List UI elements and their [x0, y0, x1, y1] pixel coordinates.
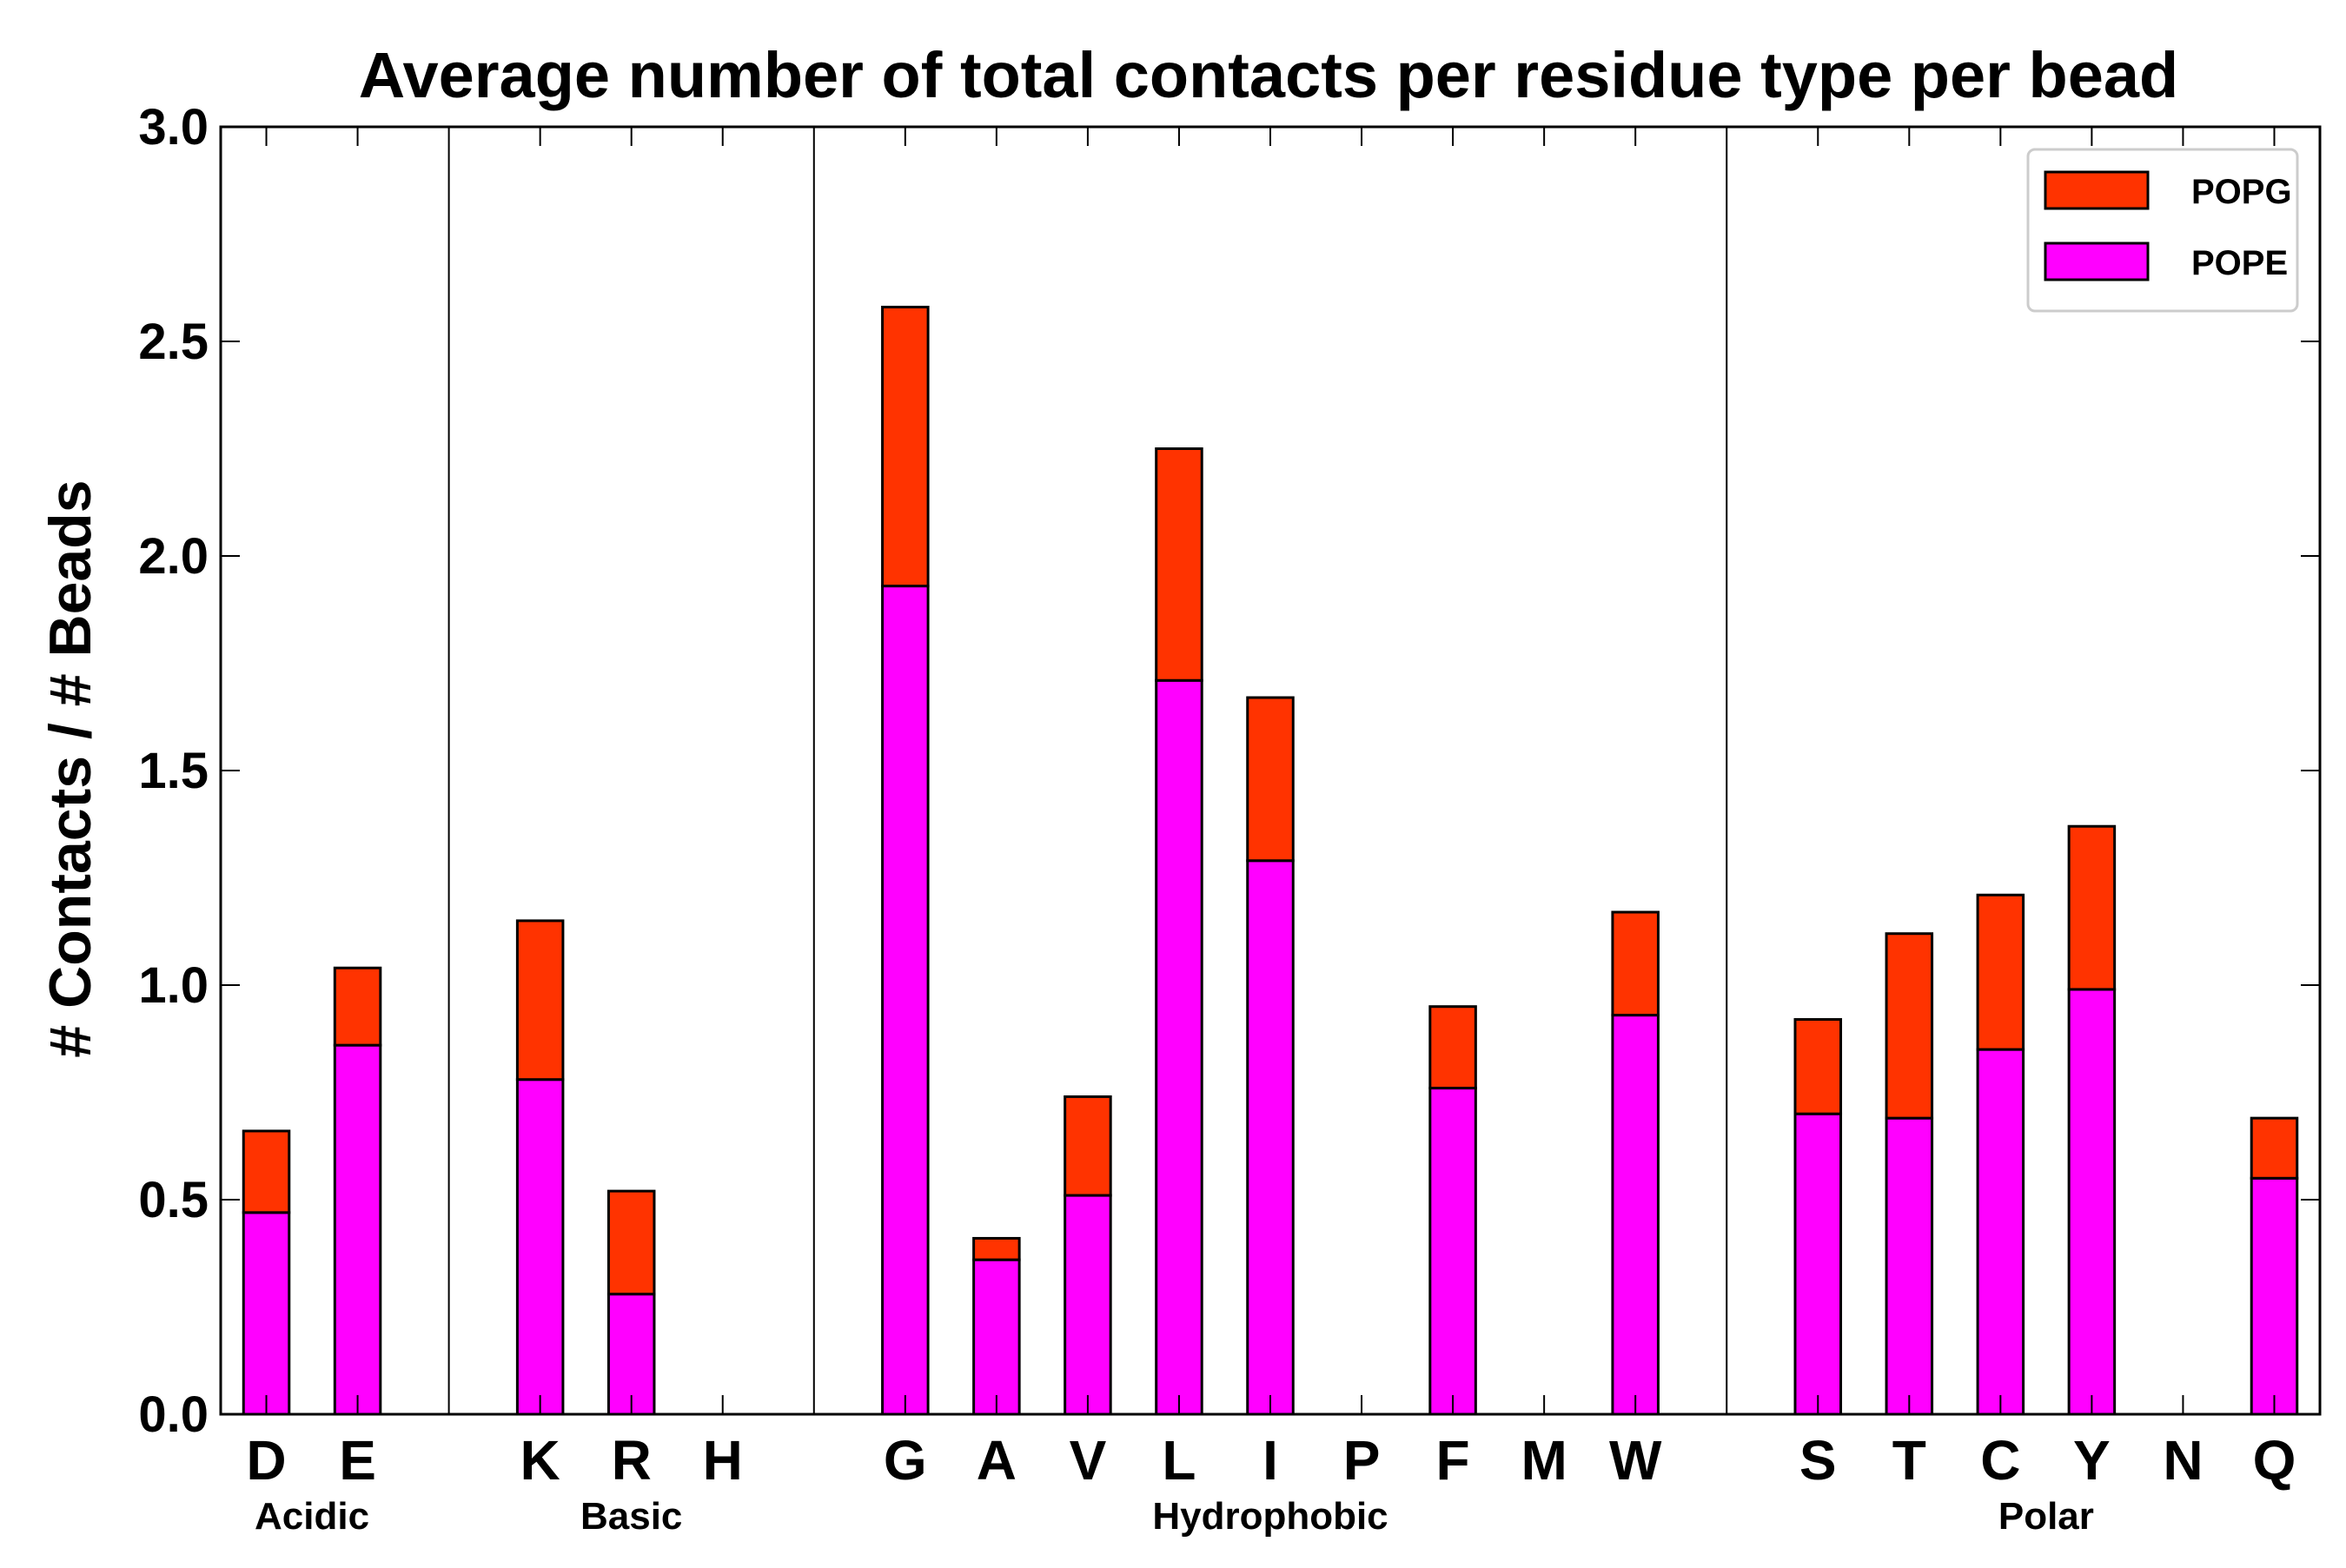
bar-pope-F — [1428, 1087, 1477, 1416]
bar-pope-Y — [2067, 988, 2117, 1416]
bar-popg-I — [1246, 696, 1295, 863]
bar-pope-D — [242, 1211, 291, 1416]
bar-pope-K — [515, 1078, 565, 1416]
y-tick-label: 0.0 — [138, 1386, 209, 1443]
y-tick-label: 3.0 — [138, 99, 209, 155]
legend-swatch-pope — [2044, 241, 2150, 281]
bar-popg-R — [606, 1189, 656, 1296]
labels-layer: D E K R H G A V L I P F M W S T C Y N Q Acidic Basic Hydrophob… — [246, 1429, 2296, 1538]
bar-popg-A — [972, 1236, 1021, 1261]
bar-popg-W — [1611, 910, 1660, 1017]
ticks-layer: 0.0 0.5 1.0 1.5 2.0 2.5 3.0 — [138, 99, 2320, 1443]
bar-pope-G — [881, 585, 930, 1416]
x-tick-label-T: T — [1892, 1429, 1926, 1492]
x-tick-label-W: W — [1609, 1429, 1662, 1492]
bar-pope-S — [1793, 1112, 1843, 1416]
chart-title: Average number of total contacts per res… — [359, 39, 2178, 111]
x-tick-label-G: G — [884, 1429, 927, 1492]
bar-popg-Q — [2250, 1116, 2299, 1180]
bar-pope-Q — [2250, 1176, 2299, 1416]
x-tick-label-E: E — [339, 1429, 376, 1492]
x-tick-label-N: N — [2163, 1429, 2203, 1492]
group-label-basic: Basic — [580, 1495, 682, 1538]
bar-pope-A — [972, 1258, 1021, 1416]
legend-swatch-popg — [2044, 170, 2150, 210]
x-tick-label-Q: Q — [2253, 1429, 2296, 1492]
y-axis-label: # Contacts / # Beads — [37, 480, 103, 1057]
bar-popg-S — [1793, 1018, 1843, 1115]
x-tick-label-I: I — [1262, 1429, 1278, 1492]
legend-label-pope: POPE — [2191, 244, 2288, 282]
x-tick-label-K: K — [520, 1429, 560, 1492]
x-tick-label-A: A — [977, 1429, 1017, 1492]
bar-popg-G — [881, 305, 930, 588]
bar-pope-W — [1611, 1014, 1660, 1416]
x-tick-label-M: M — [1521, 1429, 1567, 1492]
bar-popg-V — [1064, 1095, 1112, 1197]
bar-popg-Y — [2067, 824, 2117, 991]
x-tick-label-F: F — [1436, 1429, 1470, 1492]
bar-popg-C — [1976, 893, 2025, 1051]
x-tick-label-L: L — [1162, 1429, 1196, 1492]
legend: POPG POPE — [2026, 148, 2299, 313]
bar-popg-D — [242, 1129, 291, 1214]
group-label-polar: Polar — [1998, 1495, 2094, 1538]
bar-pope-C — [1976, 1048, 2025, 1416]
group-label-hydrophobic: Hydrophobic — [1152, 1495, 1388, 1538]
x-tick-label-S: S — [1799, 1429, 1837, 1492]
y-tick-label: 1.5 — [138, 743, 209, 799]
bar-pope-V — [1064, 1194, 1112, 1416]
bar-popg-K — [515, 919, 565, 1082]
x-tick-label-R: R — [612, 1429, 652, 1492]
x-tick-label-D: D — [246, 1429, 286, 1492]
x-tick-label-H: H — [703, 1429, 743, 1492]
bar-popg-T — [1885, 932, 1934, 1120]
bar-popg-F — [1428, 1005, 1477, 1090]
y-tick-label: 0.5 — [138, 1172, 209, 1228]
legend-label-popg: POPG — [2191, 173, 2292, 211]
x-tick-label-Y: Y — [2073, 1429, 2111, 1492]
x-tick-label-V: V — [1070, 1429, 1107, 1492]
bar-pope-I — [1246, 859, 1295, 1416]
bar-pope-E — [333, 1043, 382, 1416]
group-label-acidic: Acidic — [255, 1495, 369, 1538]
bar-popg-E — [333, 966, 382, 1047]
y-tick-label: 2.5 — [138, 314, 209, 370]
bars-layer — [242, 305, 2299, 1416]
x-tick-label-P: P — [1343, 1429, 1381, 1492]
bar-pope-L — [1155, 678, 1203, 1416]
bar-popg-L — [1155, 447, 1203, 682]
y-tick-label: 2.0 — [138, 528, 209, 585]
x-tick-label-C: C — [1980, 1429, 2020, 1492]
bar-pope-T — [1885, 1116, 1934, 1416]
y-tick-label: 1.0 — [138, 957, 209, 1014]
